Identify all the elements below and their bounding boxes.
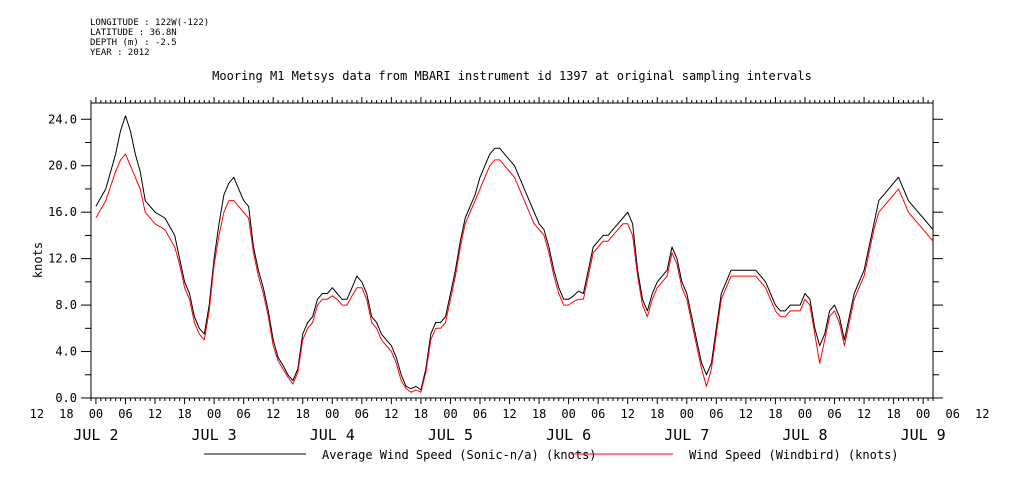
- x-tick-label: 00: [561, 407, 575, 421]
- x-tick-label: 00: [89, 407, 103, 421]
- x-tick-label: 18: [768, 407, 782, 421]
- x-day-label: JUL 9: [901, 426, 946, 444]
- x-tick-label: 06: [118, 407, 132, 421]
- x-tick-label: 12: [148, 407, 162, 421]
- x-day-label: JUL 3: [192, 426, 237, 444]
- x-tick-label: 06: [236, 407, 250, 421]
- y-tick-label: 4.0: [55, 345, 77, 359]
- plot-frame: [90, 102, 934, 399]
- legend-label-average-sonic: Average Wind Speed (Sonic-n/a) (knots): [322, 448, 597, 462]
- legend: Average Wind Speed (Sonic-n/a) (knots) W…: [204, 448, 899, 462]
- x-tick-label: 12: [739, 407, 753, 421]
- x-tick-label: 00: [680, 407, 694, 421]
- x-tick-label: 12: [975, 407, 989, 421]
- y-axis-label: knots: [31, 242, 45, 278]
- x-tick-label: 12: [266, 407, 280, 421]
- metadata-header: LONGITUDE : 122W(-122) LATITUDE : 36.8N …: [90, 18, 209, 58]
- x-day-label: JUL 8: [782, 426, 827, 444]
- latitude-label: LATITUDE : 36.8N: [90, 28, 177, 38]
- x-tick-label: 06: [591, 407, 605, 421]
- x-tick-label: 00: [798, 407, 812, 421]
- x-tick-label: 18: [414, 407, 428, 421]
- y-tick-label: 0.0: [55, 391, 77, 405]
- x-tick-label: 18: [59, 407, 73, 421]
- plot-border: [90, 102, 934, 399]
- x-day-label: JUL 4: [310, 426, 355, 444]
- y-tick-label: 12.0: [48, 252, 77, 266]
- y-tick-label: 16.0: [48, 205, 77, 219]
- x-tick-label: 12: [857, 407, 871, 421]
- x-tick-label: 06: [709, 407, 723, 421]
- x-tick-label: 06: [473, 407, 487, 421]
- x-tick-label: 00: [443, 407, 457, 421]
- x-day-label: JUL 2: [73, 426, 118, 444]
- depth-label: DEPTH (m) : -2.5: [90, 38, 177, 48]
- series-line-windbird: [95, 153, 934, 393]
- x-tick-label: 18: [886, 407, 900, 421]
- chart-title: Mooring M1 Metsys data from MBARI instru…: [212, 69, 812, 83]
- x-tick-label: 00: [207, 407, 221, 421]
- x-day-label: JUL 5: [428, 426, 473, 444]
- x-tick-label: 12: [30, 407, 44, 421]
- legend-label-windbird: Wind Speed (Windbird) (knots): [689, 448, 899, 462]
- x-tick-label: 12: [620, 407, 634, 421]
- y-tick-label: 8.0: [55, 298, 77, 312]
- x-day-label: JUL 7: [664, 426, 709, 444]
- x-tick-label: 00: [325, 407, 339, 421]
- y-axis: 0.0 4.0 8.0 12.0 16.0 20.0 24.0: [48, 112, 943, 405]
- series-line-average-sonic: [95, 115, 934, 391]
- x-tick-label: 00: [916, 407, 930, 421]
- x-tick-label: 12: [502, 407, 516, 421]
- x-day-label: JUL 6: [546, 426, 591, 444]
- year-label: YEAR : 2012: [90, 48, 150, 58]
- longitude-label: LONGITUDE : 122W(-122): [90, 18, 210, 28]
- x-tick-label: 18: [650, 407, 664, 421]
- y-tick-label: 20.0: [48, 159, 77, 173]
- x-tick-label: 18: [296, 407, 310, 421]
- x-tick-label: 18: [532, 407, 546, 421]
- x-tick-label: 06: [355, 407, 369, 421]
- x-tick-label: 06: [945, 407, 959, 421]
- y-tick-label: 24.0: [48, 112, 77, 126]
- x-axis: 12 18 00 06 12 18 00 06 12 18 00 06 12 18 00 06 12 18 00 06…: [30, 97, 989, 444]
- x-tick-label: 06: [827, 407, 841, 421]
- x-tick-label: 12: [384, 407, 398, 421]
- x-tick-label: 18: [177, 407, 191, 421]
- series-layer: [95, 115, 934, 393]
